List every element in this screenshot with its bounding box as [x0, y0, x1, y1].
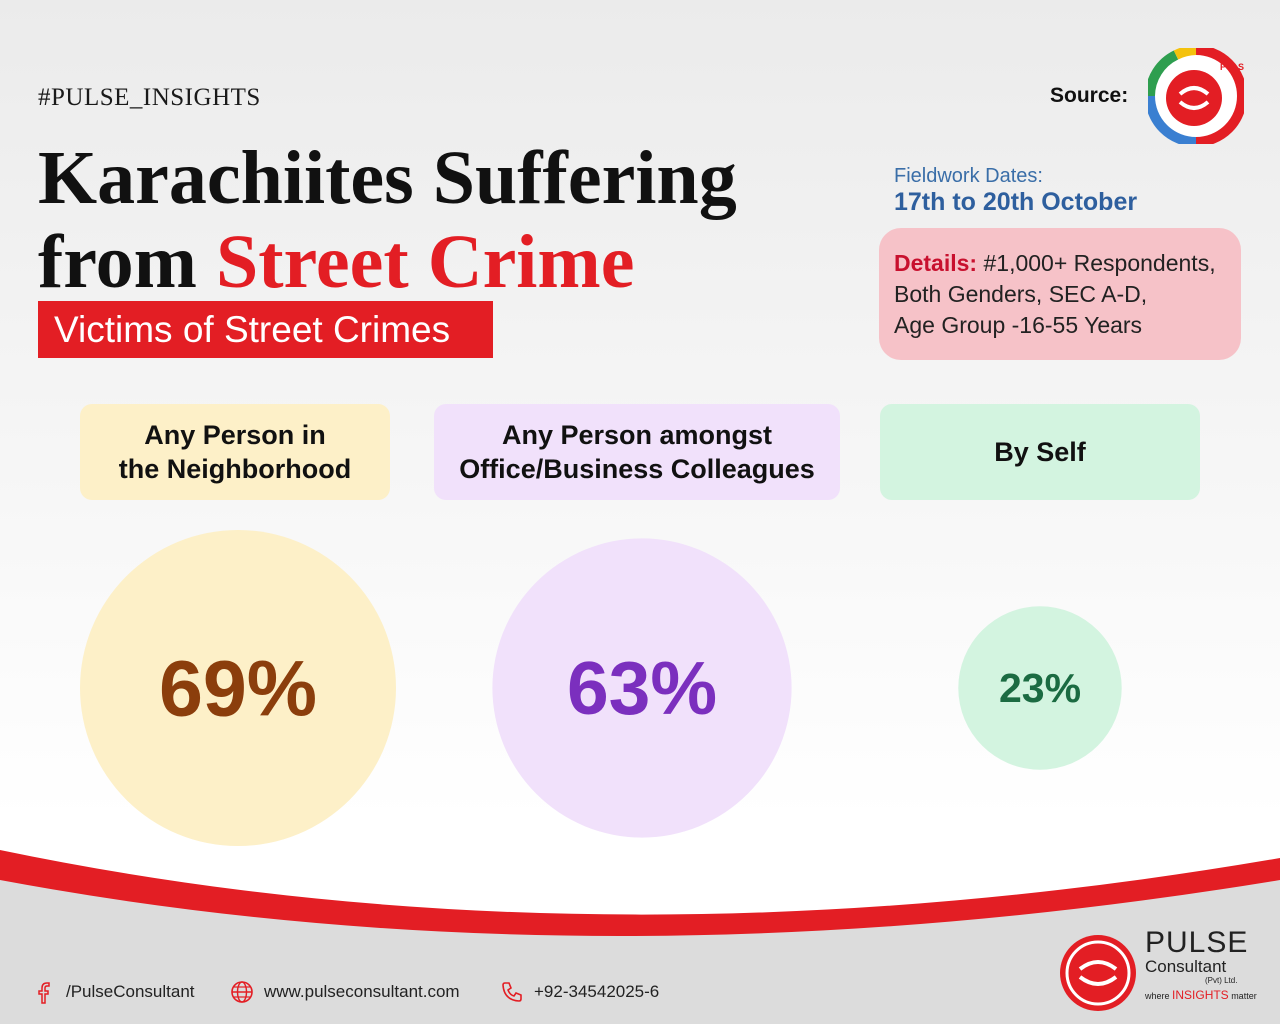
footer-website[interactable]: www.pulseconsultant.com: [230, 980, 460, 1004]
bubble-value-label-2: 63%: [567, 646, 717, 730]
brand-sub: Consultant: [1145, 957, 1227, 976]
phone-icon: [502, 982, 522, 1002]
pulsepoll-logo-icon: PULSEPOLL: [1148, 48, 1244, 144]
pulse-consultant-logo-icon: [1060, 935, 1136, 1011]
category-3-line-1: By Self: [994, 437, 1086, 467]
category-2-line-2: Office/Business Colleagues: [459, 454, 815, 484]
bubble-1: [80, 530, 396, 846]
fieldwork-dates: 17th to 20th October: [894, 188, 1138, 216]
footer-wave: [0, 850, 1280, 1024]
footer-facebook[interactable]: /PulseConsultant: [34, 980, 195, 1004]
category-label-self: By Self: [880, 404, 1200, 500]
bubble-value-label-3: 23%: [999, 665, 1081, 711]
brand-pvt: (Pvt) Ltd.: [1205, 976, 1238, 985]
globe-icon: [231, 981, 253, 1003]
fieldwork-label: Fieldwork Dates:: [894, 165, 1043, 187]
facebook-icon: [38, 982, 50, 1004]
footer-phone-text[interactable]: +92-34542025-6: [534, 982, 660, 1001]
footer-website-text[interactable]: www.pulseconsultant.com: [264, 982, 460, 1001]
details-line-2: Both Genders, SEC A-D,: [894, 281, 1148, 307]
tag-post: matter: [1228, 991, 1257, 1001]
details-line-1: #1,000+ Respondents,: [983, 250, 1216, 276]
details-line-3: Age Group -16-55 Years: [894, 312, 1143, 338]
hashtag: #PULSE_INSIGHTS: [38, 84, 261, 111]
bubble-chart: 69% 63% 23%: [80, 530, 1122, 846]
source-label: Source:: [1050, 84, 1129, 107]
tag-pre: where: [1145, 991, 1173, 1001]
category-label-neighborhood: Any Person in the Neighborhood: [80, 404, 390, 500]
category-1-line-2: the Neighborhood: [118, 454, 352, 484]
bubble-value-label-1: 69%: [159, 644, 317, 733]
subtitle-banner: Victims of Street Crimes: [38, 301, 493, 358]
bubble-2: [492, 538, 792, 838]
details-box: Details: #1,000+ Respondents, Both Gende…: [879, 228, 1241, 360]
footer-phone[interactable]: +92-34542025-6: [500, 980, 659, 1004]
brand-name: PULSE: [1145, 926, 1249, 959]
category-2-line-1: Any Person amongst: [501, 420, 773, 450]
page-title: Karachiites Suffering from Street Crime: [38, 136, 737, 304]
category-label-colleagues: Any Person amongst Office/Business Collea…: [434, 404, 840, 500]
logo-ring-text: PULSEPOLL: [1220, 62, 1244, 72]
category-1-line-1: Any Person in: [144, 420, 326, 450]
bubble-3: [958, 606, 1122, 770]
title-line-2-highlight: Street Crime: [215, 220, 635, 304]
details-label: Details:: [894, 250, 978, 276]
brand-tagline: where INSIGHTS matter: [1145, 988, 1257, 1002]
title-line-1: Karachiites Suffering: [38, 136, 737, 220]
footer-facebook-text[interactable]: /PulseConsultant: [66, 982, 195, 1001]
tag-highlight: INSIGHTS: [1172, 988, 1229, 1002]
title-line-2-prefix: from: [38, 220, 216, 304]
